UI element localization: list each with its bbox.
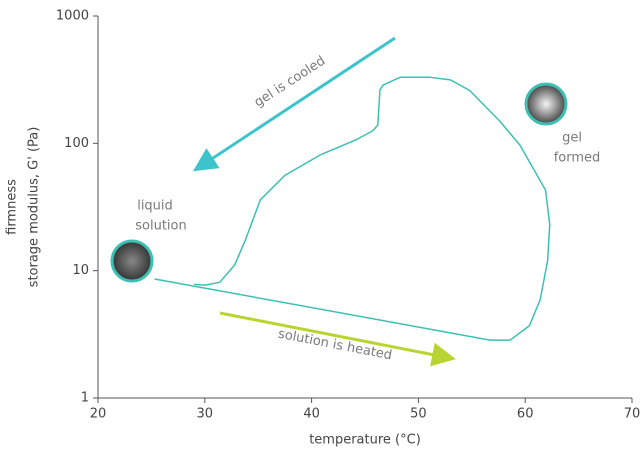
annotation: gel bbox=[562, 131, 582, 146]
x-tick-label: 20 bbox=[90, 407, 107, 422]
annotation: solution is heated bbox=[277, 327, 393, 364]
x-tick-label: 60 bbox=[517, 407, 534, 422]
x-tick-label: 40 bbox=[303, 407, 320, 422]
annotation: gel is cooled bbox=[252, 54, 328, 111]
y-tick-label: 1 bbox=[81, 391, 89, 406]
data-line bbox=[154, 76, 551, 341]
y-tick-label: 1000 bbox=[56, 9, 89, 24]
y-axis-label: firmness bbox=[5, 179, 20, 235]
annotation: solution bbox=[135, 219, 186, 234]
y-axis-label: storage modulus, G' (Pa) bbox=[27, 127, 42, 288]
liquid-photo bbox=[110, 239, 154, 283]
annotation: liquid bbox=[137, 199, 173, 214]
x-tick-label: 30 bbox=[197, 407, 214, 422]
x-tick-label: 50 bbox=[410, 407, 427, 422]
y-tick-label: 100 bbox=[64, 136, 89, 151]
x-tick-label: 70 bbox=[624, 407, 641, 422]
x-axis-label: temperature (°C) bbox=[309, 433, 421, 448]
heating-arrow bbox=[219, 311, 456, 367]
gel-photo bbox=[524, 82, 568, 126]
y-tick-label: 10 bbox=[72, 263, 89, 278]
cooling-arrow bbox=[192, 36, 396, 172]
annotation: formed bbox=[554, 151, 601, 166]
